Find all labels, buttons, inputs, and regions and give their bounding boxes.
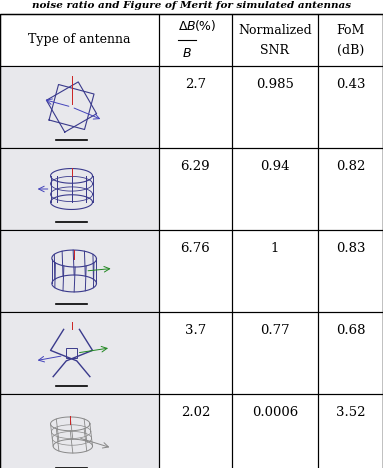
Bar: [0, 66, 159, 148]
Text: 3.52: 3.52: [336, 406, 365, 418]
Text: (%): (%): [195, 20, 216, 33]
Text: 1: 1: [271, 241, 279, 255]
Text: Normalized: Normalized: [238, 23, 312, 37]
Bar: [232, 14, 318, 66]
Bar: [0, 312, 159, 394]
Bar: [0, 148, 159, 230]
Bar: [66, 348, 77, 358]
Text: 0.985: 0.985: [256, 78, 294, 90]
Bar: [318, 312, 383, 394]
Text: 0.77: 0.77: [260, 323, 290, 336]
Text: 0.68: 0.68: [336, 323, 365, 336]
Bar: [232, 148, 318, 230]
Bar: [318, 148, 383, 230]
Bar: [159, 148, 232, 230]
Bar: [159, 394, 232, 468]
Text: 2.02: 2.02: [181, 406, 210, 418]
Bar: [318, 394, 383, 468]
Text: 2.7: 2.7: [185, 78, 206, 90]
Bar: [318, 230, 383, 312]
Text: $\it{B}$: $\it{B}$: [182, 47, 192, 60]
Bar: [159, 66, 232, 148]
Text: Type of antenna: Type of antenna: [28, 34, 131, 46]
Bar: [0, 14, 159, 66]
Bar: [232, 230, 318, 312]
Text: noise ratio and Figure of Merit for simulated antennas: noise ratio and Figure of Merit for simu…: [32, 1, 351, 10]
Text: 6.76: 6.76: [180, 241, 210, 255]
Text: 0.82: 0.82: [336, 160, 365, 173]
Text: 0.43: 0.43: [336, 78, 365, 90]
Text: 3.7: 3.7: [185, 323, 206, 336]
Bar: [159, 14, 232, 66]
Bar: [232, 312, 318, 394]
Bar: [232, 66, 318, 148]
Text: $\it{\Delta B}$: $\it{\Delta B}$: [178, 20, 196, 33]
Text: 0.83: 0.83: [336, 241, 365, 255]
Bar: [159, 312, 232, 394]
Bar: [318, 66, 383, 148]
Text: 6.29: 6.29: [180, 160, 210, 173]
Bar: [0, 230, 159, 312]
Text: FoM: FoM: [336, 23, 365, 37]
Bar: [159, 230, 232, 312]
Text: 0.94: 0.94: [260, 160, 290, 173]
Bar: [232, 394, 318, 468]
Text: 0.0006: 0.0006: [252, 406, 298, 418]
Text: SNR: SNR: [260, 44, 289, 57]
Text: (dB): (dB): [337, 44, 364, 57]
Bar: [0, 394, 159, 468]
Bar: [318, 14, 383, 66]
